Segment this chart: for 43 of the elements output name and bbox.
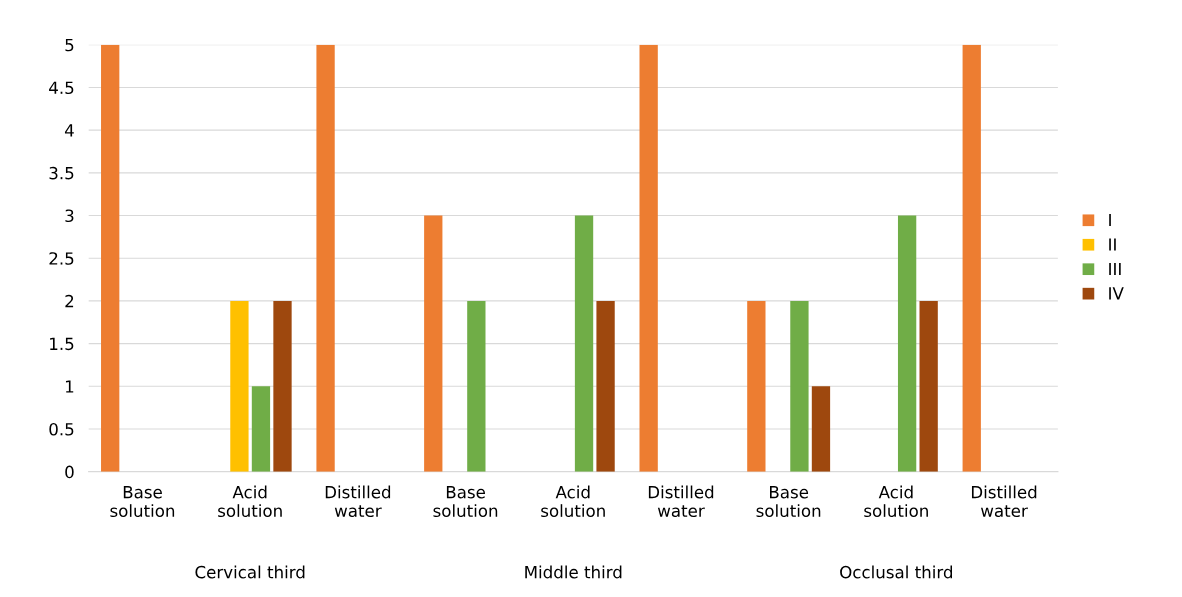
y-tick-label: 2.5 <box>49 252 74 265</box>
y-tick-label: 3 <box>65 209 74 223</box>
bar <box>316 44 335 472</box>
bar <box>101 44 120 472</box>
x-tick-label: Acid solution <box>541 485 605 518</box>
x-tick-label: Base solution <box>110 486 175 518</box>
bar <box>639 44 658 472</box>
bar <box>790 300 809 472</box>
bar <box>747 300 766 472</box>
bar <box>251 386 271 472</box>
y-tick-label: 5 <box>65 38 74 52</box>
legend-label: IV <box>1109 287 1124 300</box>
x-tick-label: Distilled water <box>648 485 714 518</box>
bar <box>467 300 486 472</box>
x-tick-label: Distilled water <box>325 485 391 518</box>
y-tick-label: 1.5 <box>50 337 74 351</box>
y-tick-label: 1 <box>65 380 74 393</box>
bar <box>897 215 917 472</box>
bar <box>273 300 292 472</box>
bar <box>230 300 249 472</box>
x-tick-label: Base solution <box>433 486 498 518</box>
text: Cervical third <box>195 565 305 579</box>
y-tick-label: 3.5 <box>49 166 74 180</box>
bar <box>811 386 831 472</box>
text: Middle third <box>525 565 622 579</box>
legend-label: I <box>1109 213 1111 227</box>
legend-label: II <box>1109 238 1116 251</box>
bar <box>596 300 615 472</box>
x-tick-label: Base solution <box>756 486 821 518</box>
text: Occlusal third <box>840 565 952 579</box>
x-tick-label: Acid solution <box>864 485 928 518</box>
y-tick-label: 0.5 <box>49 422 74 436</box>
x-tick-label: Acid solution <box>218 485 282 518</box>
bar <box>424 215 443 472</box>
y-tick-label: 2 <box>65 294 74 308</box>
bar <box>919 300 938 472</box>
y-tick-label: 0 <box>65 465 74 479</box>
bar <box>962 44 981 472</box>
bar <box>574 215 594 472</box>
y-tick-label: 4 <box>64 124 74 137</box>
legend-label: III <box>1109 262 1121 276</box>
x-tick-label: Distilled water <box>971 485 1037 518</box>
y-tick-label: 4.5 <box>49 81 74 95</box>
